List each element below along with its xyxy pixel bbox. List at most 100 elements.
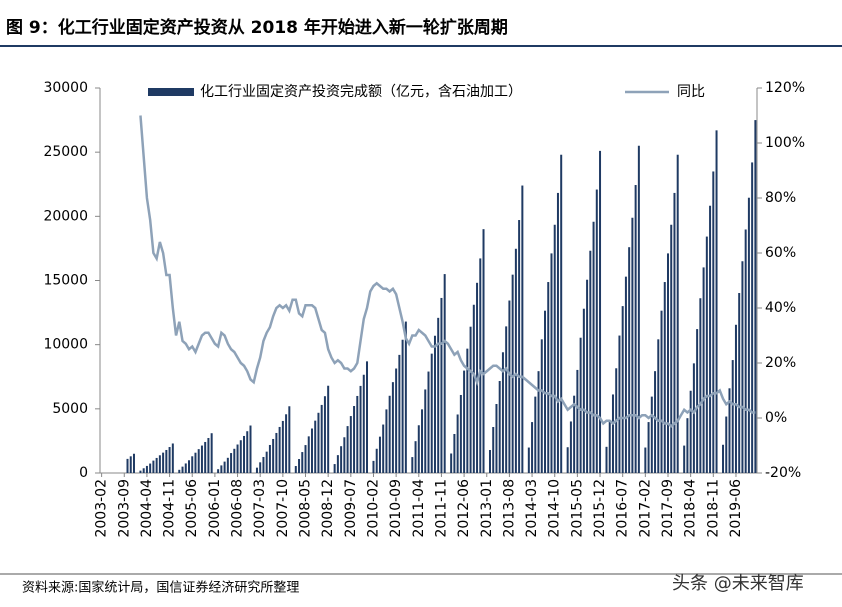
bar: [673, 192, 676, 473]
bar: [398, 354, 401, 473]
x-tick-label: 2008-05: [298, 479, 314, 538]
bar: [683, 445, 686, 473]
bar: [566, 447, 569, 473]
bar: [657, 339, 660, 473]
x-tick-label: 2016-07: [615, 479, 631, 538]
x-tick-label: 2004-11: [162, 479, 178, 538]
bar: [298, 459, 301, 473]
bar: [320, 404, 323, 473]
bar: [705, 236, 708, 473]
bar: [744, 229, 747, 473]
bar: [595, 189, 598, 473]
bar: [608, 420, 611, 473]
bar: [427, 371, 430, 473]
bar: [310, 428, 313, 473]
bar: [569, 421, 572, 473]
bar: [239, 440, 242, 473]
bar: [644, 447, 647, 473]
bar: [255, 467, 258, 473]
bar: [514, 248, 517, 473]
bar: [184, 463, 187, 473]
bar: [709, 205, 712, 473]
y2-tick-label: 40%: [765, 300, 796, 316]
bar: [463, 370, 466, 473]
bar: [624, 276, 627, 473]
bar: [741, 261, 744, 473]
bar: [145, 465, 148, 473]
y2-tick-label: 100%: [765, 135, 805, 151]
bar: [666, 253, 669, 473]
bar: [343, 437, 346, 473]
bar: [142, 468, 145, 473]
bar: [401, 339, 404, 473]
bar: [498, 381, 501, 473]
bar: [492, 427, 495, 473]
x-tick-label: 2018-11: [705, 479, 721, 538]
legend-label: 同比: [677, 84, 705, 100]
bar: [579, 337, 582, 473]
bar: [747, 197, 750, 473]
bar: [158, 455, 161, 473]
x-tick-label: 2010-02: [365, 479, 381, 538]
bar: [207, 437, 210, 473]
bar: [456, 414, 459, 473]
bar: [223, 461, 226, 473]
bar: [194, 452, 197, 473]
x-tick-label: 2010-09: [388, 479, 404, 538]
bar: [385, 409, 388, 473]
y2-tick-label: 80%: [765, 190, 796, 206]
bar: [333, 464, 336, 473]
x-tick-label: 2011-11: [433, 479, 449, 538]
bar: [754, 120, 757, 473]
line: [139, 115, 756, 428]
bar: [699, 298, 702, 473]
bar: [149, 463, 152, 473]
bar: [556, 192, 559, 473]
bar: [712, 171, 715, 473]
bar: [346, 426, 349, 473]
bar: [734, 324, 737, 473]
bar: [356, 395, 359, 473]
bar: [236, 444, 239, 473]
bar: [378, 436, 381, 473]
bar: [188, 460, 191, 473]
bar: [537, 371, 540, 473]
y-tick-label: 5000: [52, 401, 88, 417]
bar: [738, 293, 741, 473]
y-tick-label: 0: [79, 465, 88, 481]
bar: [353, 406, 356, 473]
bar: [576, 369, 579, 473]
x-tick-label: 2007-03: [252, 479, 268, 538]
x-tick-label: 2007-10: [275, 479, 291, 538]
bar: [586, 279, 589, 473]
watermark: 头条 @未来智库: [672, 573, 804, 594]
bar: [162, 452, 165, 473]
bar: [230, 453, 233, 473]
x-tick-label: 2006-01: [207, 479, 223, 538]
bar: [469, 326, 472, 473]
x-tick-label: 2012-06: [456, 479, 472, 538]
bar: [327, 385, 330, 473]
bar: [433, 335, 436, 473]
bar: [272, 438, 275, 473]
bar: [278, 426, 281, 473]
bar: [349, 416, 352, 473]
bar: [631, 217, 634, 473]
bar: [340, 446, 343, 473]
bar: [388, 395, 391, 473]
bar: [217, 469, 220, 473]
bar: [155, 457, 158, 473]
bar: [628, 247, 631, 473]
y-tick-label: 15000: [43, 273, 88, 289]
bar: [450, 453, 453, 473]
bar: [265, 451, 268, 473]
bar: [243, 435, 246, 473]
y2-tick-label: 120%: [765, 80, 805, 96]
bar: [599, 150, 602, 473]
bar: [259, 462, 262, 473]
bar: [495, 404, 498, 473]
x-tick-label: 2005-06: [184, 479, 200, 538]
x-tick-label: 2004-04: [139, 479, 155, 538]
bar: [634, 185, 637, 473]
